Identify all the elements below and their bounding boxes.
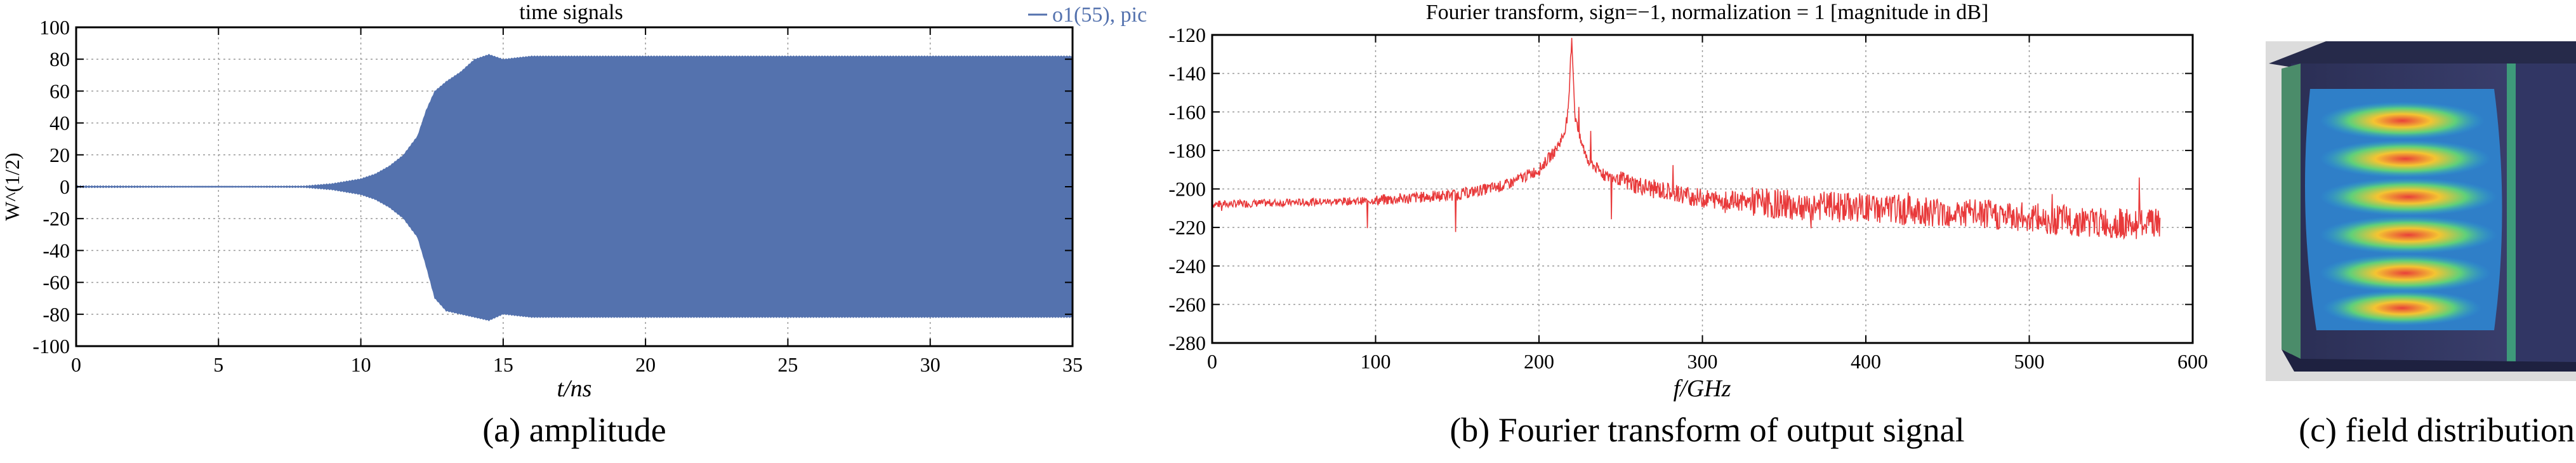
y-tick-label: 20 — [50, 144, 70, 166]
y-tick-label: 0 — [60, 175, 70, 198]
x-tick-label: 10 — [351, 353, 371, 376]
y-tick-label: -80 — [43, 303, 70, 326]
y-tick-label: -220 — [1168, 216, 1206, 239]
caption-b: (b) Fourier transform of output signal — [1450, 411, 1964, 449]
chart-a-x-axis-label: t/ns — [557, 375, 592, 402]
field-box-top-face — [2269, 41, 2576, 69]
chart-b-title: Fourier transform, sign=−1, normalizatio… — [1426, 1, 1989, 24]
y-tick-label: -100 — [32, 335, 70, 358]
x-tick-label: 0 — [71, 353, 81, 376]
field-hotspots — [2320, 102, 2497, 326]
field-box-left-face — [2282, 64, 2301, 359]
x-tick-label: 30 — [920, 353, 941, 376]
x-tick-label: 20 — [635, 353, 656, 376]
x-tick-label: 400 — [1851, 350, 1881, 373]
x-tick-label: 200 — [1524, 350, 1554, 373]
chart-a-ticks — [76, 27, 1073, 347]
x-tick-label: 35 — [1062, 353, 1083, 376]
chart-a-y-axis-label: W^(1/2) — [1, 152, 23, 220]
y-tick-label: -160 — [1168, 100, 1206, 123]
x-tick-label: 15 — [493, 353, 513, 376]
field-distribution-image: (c) field distribution — [2266, 41, 2576, 449]
caption-c: (c) field distribution — [2299, 411, 2575, 449]
y-tick-label: 60 — [50, 79, 70, 102]
y-tick-label: -200 — [1168, 178, 1206, 201]
field-box-right-strip — [2507, 64, 2516, 362]
x-tick-label: 500 — [2014, 350, 2045, 373]
y-tick-label: 80 — [50, 48, 70, 70]
chart-time-signals: 0 5 10 15 20 25 30 35 100 80 60 40 20 0 -20 -40 -60 -80 -… — [1, 1, 1147, 449]
y-tick-label: -240 — [1168, 255, 1206, 278]
caption-a: (a) amplitude — [482, 411, 666, 449]
x-tick-label: 0 — [1207, 350, 1217, 373]
x-tick-label: 300 — [1688, 350, 1718, 373]
y-tick-label: -120 — [1168, 23, 1206, 46]
chart-a-series — [76, 53, 1073, 321]
chart-a-x-tick-labels: 0 5 10 15 20 25 30 35 — [71, 353, 1083, 376]
y-tick-label: 40 — [50, 112, 70, 135]
y-tick-label: -180 — [1168, 139, 1206, 162]
y-tick-label: -20 — [43, 207, 70, 230]
chart-b-grid — [1212, 34, 2193, 344]
chart-b-y-tick-labels: -120 -140 -160 -180 -200 -220 -240 -260 -280 — [1168, 23, 1206, 354]
chart-a-legend-label: o1(55), pic — [1052, 3, 1147, 27]
y-tick-label: 100 — [39, 16, 70, 39]
chart-a-y-tick-labels: 100 80 60 40 20 0 -20 -40 -60 -80 -100 — [32, 16, 70, 358]
chart-b-x-axis-label: f/GHz — [1674, 375, 1731, 402]
y-tick-label: -260 — [1168, 293, 1206, 316]
y-tick-label: -280 — [1168, 332, 1206, 354]
chart-b-x-tick-labels: 0 100 200 300 400 500 600 — [1207, 350, 2208, 373]
chart-b-series — [1212, 37, 2161, 240]
field-box-bottom-edge — [2282, 349, 2576, 372]
y-tick-label: -60 — [43, 271, 70, 294]
x-tick-label: 5 — [213, 353, 223, 376]
field-box-right-body — [2516, 64, 2576, 362]
x-tick-label: 100 — [1361, 350, 1391, 373]
x-tick-label: 25 — [777, 353, 798, 376]
chart-a-title: time signals — [519, 1, 623, 24]
amplitude-envelope — [76, 53, 1073, 321]
x-tick-label: 600 — [2177, 350, 2208, 373]
spectrum-line — [1212, 37, 2161, 240]
chart-b-ticks — [1212, 34, 2193, 344]
y-tick-label: -140 — [1168, 62, 1206, 85]
chart-fourier-transform: 0 100 200 300 400 500 600 -120 -140 -160 -180 -200… — [1168, 1, 2208, 449]
y-tick-label: -40 — [43, 239, 70, 262]
